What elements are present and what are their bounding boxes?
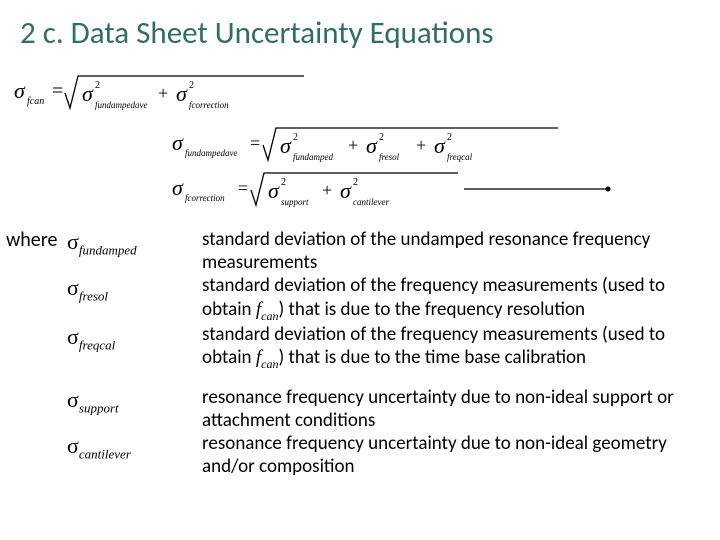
svg-text:σ: σ	[268, 178, 280, 203]
svg-text:fcorrection: fcorrection	[185, 193, 225, 203]
slide-title: 2 c. Data Sheet Uncertainty Equations	[0, 0, 720, 62]
svg-text:σ: σ	[340, 178, 352, 203]
definition-text: resonance frequency uncertainty due to n…	[202, 386, 710, 432]
definition-row: σsupport resonance frequency uncertainty…	[67, 386, 710, 432]
svg-text:fcorrection: fcorrection	[189, 100, 229, 110]
svg-text:+: +	[416, 135, 426, 155]
svg-text:2: 2	[281, 177, 286, 188]
definition-row: σcantilever resonance frequency uncertai…	[67, 432, 710, 478]
definition-text: standard deviation of the frequency meas…	[202, 274, 710, 323]
definition-symbol: σfreqcal	[67, 323, 202, 353]
definitions-list: σfundamped standard deviation of the und…	[67, 228, 710, 478]
svg-text:fcan: fcan	[27, 96, 44, 107]
svg-text:2: 2	[189, 80, 194, 91]
definition-row: σfundamped standard deviation of the und…	[67, 228, 710, 274]
svg-text:σ: σ	[366, 133, 378, 158]
equation-fcan: σ fcan = σ 2 fundampedave + σ 2 fcorrect…	[8, 68, 720, 116]
svg-text:=: =	[250, 133, 260, 153]
svg-text:freqcal: freqcal	[447, 152, 473, 162]
svg-text:2: 2	[353, 177, 358, 188]
svg-text:cantilever: cantilever	[353, 197, 389, 207]
svg-text:fundampedave: fundampedave	[185, 148, 237, 158]
svg-text:2: 2	[293, 132, 298, 143]
definition-row: σfreqcal standard deviation of the frequ…	[67, 323, 710, 372]
svg-text:support: support	[281, 197, 309, 207]
svg-text:fundamped: fundamped	[293, 152, 333, 162]
where-block: where σfundamped standard deviation of t…	[0, 214, 720, 478]
equations-region: σ fcan = σ 2 fundampedave + σ 2 fcorrect…	[0, 62, 720, 214]
svg-text:2: 2	[95, 80, 100, 91]
svg-text:σ: σ	[82, 81, 94, 106]
svg-text:+: +	[322, 180, 332, 200]
svg-text:=: =	[238, 178, 248, 198]
svg-text:+: +	[158, 83, 168, 103]
definition-symbol: σcantilever	[67, 432, 202, 462]
svg-text:=: =	[52, 80, 63, 102]
svg-text:σ: σ	[172, 130, 184, 155]
svg-text:2: 2	[379, 132, 384, 143]
svg-text:fundampedave: fundampedave	[95, 100, 147, 110]
where-label: where	[6, 228, 57, 252]
equation-pair: σ fundampedave = σ 2 fundamped + σ 2 fre…	[168, 122, 720, 214]
definition-symbol: σsupport	[67, 386, 202, 416]
svg-text:fresol: fresol	[379, 152, 400, 162]
definition-symbol: σfundamped	[67, 228, 202, 258]
definition-symbol: σfresol	[67, 274, 202, 304]
svg-text:σ: σ	[172, 175, 184, 200]
svg-text:σ: σ	[176, 81, 188, 106]
svg-text:σ: σ	[280, 133, 292, 158]
definition-text: resonance frequency uncertainty due to n…	[202, 432, 710, 478]
definition-text: standard deviation of the frequency meas…	[202, 323, 710, 372]
svg-text:+: +	[348, 135, 358, 155]
svg-text:2: 2	[447, 132, 452, 143]
svg-text:σ: σ	[14, 78, 26, 103]
definition-row: σfresol standard deviation of the freque…	[67, 274, 710, 323]
definition-text: standard deviation of the undamped reson…	[202, 228, 710, 274]
svg-text:σ: σ	[434, 133, 446, 158]
